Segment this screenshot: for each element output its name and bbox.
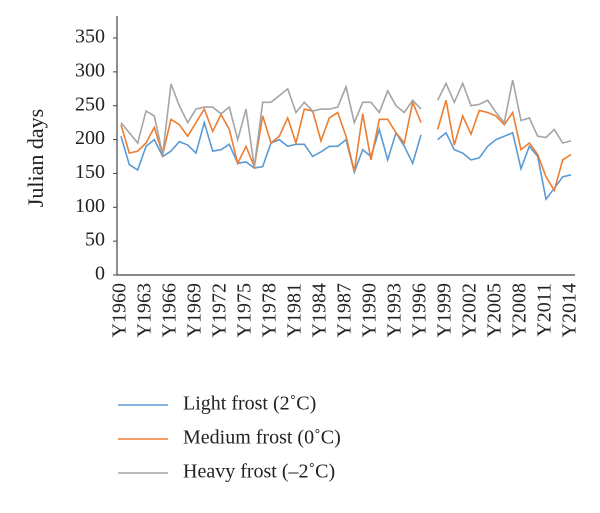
y-tick-label: 150 [75,161,105,183]
y-tick-label: 300 [75,59,105,81]
x-tick-label: Y2011 [534,283,556,337]
x-tick-label: Y2008 [509,283,531,337]
x-tick-label: Y2005 [484,283,506,337]
y-tick-label: 200 [75,127,105,149]
y-tick-label: 50 [85,229,105,251]
x-tick-label: Y1978 [259,283,281,337]
y-tick-label: 100 [75,195,105,217]
y-tick-label: 250 [75,93,105,115]
y-tick-label: 0 [95,263,105,285]
x-tick-label: Y2002 [459,283,481,337]
x-tick-label: Y1975 [234,283,256,337]
x-tick-label: Y1999 [434,283,456,337]
x-tick-label: Y1996 [409,283,431,337]
x-tick-label: Y1987 [334,283,356,337]
series-line [120,79,572,167]
x-tick-label: Y1990 [359,283,381,337]
x-tick-label: Y1966 [159,283,181,337]
x-tick-label: Y1969 [184,283,206,337]
series-line [120,99,572,193]
y-axis-label: Julian days [23,109,48,207]
legend-label: Heavy frost (–2˚C) [183,461,335,483]
x-tick-label: Y1960 [109,283,131,337]
x-tick-label: Y2014 [559,283,581,337]
x-tick-label: Y1981 [284,283,306,337]
x-tick-label: Y1993 [384,283,406,337]
x-tick-label: Y1972 [209,283,231,337]
x-tick-label: Y1984 [309,283,331,337]
x-tick-label: Y1963 [134,283,156,337]
legend-label: Light frost (2˚C) [183,393,316,415]
legend-label: Medium frost (0˚C) [183,427,341,449]
y-tick-label: 350 [75,26,105,48]
